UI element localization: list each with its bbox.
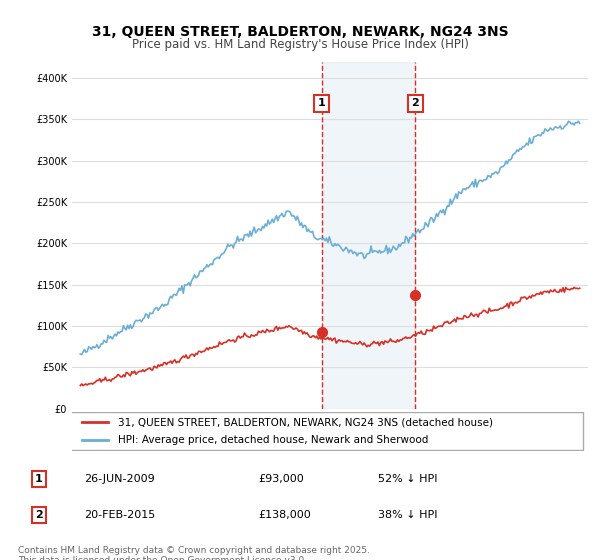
Text: Contains HM Land Registry data © Crown copyright and database right 2025.
This d: Contains HM Land Registry data © Crown c… bbox=[18, 546, 370, 560]
Text: £138,000: £138,000 bbox=[258, 510, 311, 520]
Text: £93,000: £93,000 bbox=[258, 474, 304, 484]
Text: 2: 2 bbox=[412, 98, 419, 108]
Text: HPI: Average price, detached house, Newark and Sherwood: HPI: Average price, detached house, Newa… bbox=[118, 435, 429, 445]
Text: 1: 1 bbox=[317, 98, 325, 108]
Text: 20-FEB-2015: 20-FEB-2015 bbox=[84, 510, 155, 520]
Text: 52% ↓ HPI: 52% ↓ HPI bbox=[378, 474, 437, 484]
Bar bbox=[322, 62, 415, 409]
Text: 2: 2 bbox=[35, 510, 43, 520]
Text: 38% ↓ HPI: 38% ↓ HPI bbox=[378, 510, 437, 520]
FancyBboxPatch shape bbox=[67, 412, 583, 450]
Text: 31, QUEEN STREET, BALDERTON, NEWARK, NG24 3NS (detached house): 31, QUEEN STREET, BALDERTON, NEWARK, NG2… bbox=[118, 417, 493, 427]
Text: Price paid vs. HM Land Registry's House Price Index (HPI): Price paid vs. HM Land Registry's House … bbox=[131, 38, 469, 51]
Text: 26-JUN-2009: 26-JUN-2009 bbox=[84, 474, 155, 484]
Text: 31, QUEEN STREET, BALDERTON, NEWARK, NG24 3NS: 31, QUEEN STREET, BALDERTON, NEWARK, NG2… bbox=[92, 25, 508, 39]
Text: 1: 1 bbox=[35, 474, 43, 484]
